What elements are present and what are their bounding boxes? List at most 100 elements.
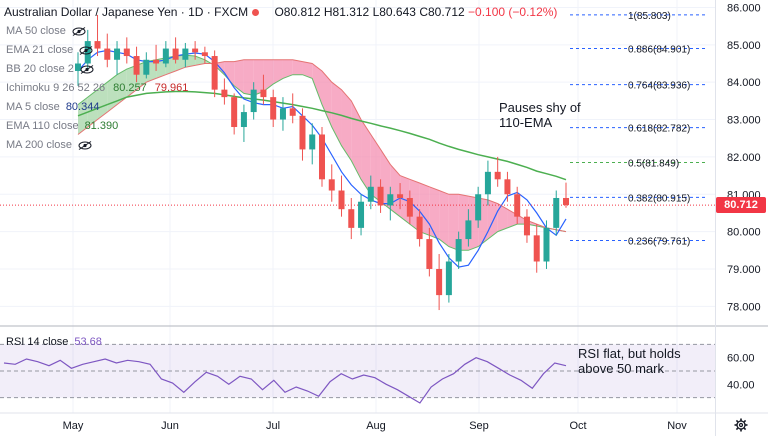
candle[interactable] [201, 46, 208, 64]
candle[interactable] [172, 37, 179, 64]
candle[interactable] [523, 209, 530, 243]
ema110-line[interactable] [77, 90, 567, 181]
cloud-segment [341, 89, 352, 161]
candle-body [114, 48, 121, 60]
price-tick-label: 80.000 [727, 227, 761, 239]
hidden-eye-icon[interactable] [72, 26, 86, 36]
candle[interactable] [484, 160, 491, 206]
candle[interactable] [406, 190, 413, 225]
candle[interactable] [309, 123, 316, 165]
hidden-eye-icon[interactable] [80, 64, 94, 74]
cloud-segment [497, 203, 508, 232]
indicator-ema21[interactable]: EMA 21 close [6, 44, 93, 56]
candle-body [299, 115, 306, 150]
cloud-segment [234, 59, 244, 94]
candle-body [445, 261, 452, 296]
candle[interactable] [455, 231, 462, 269]
candle[interactable] [153, 44, 160, 71]
candle[interactable] [104, 33, 111, 68]
candle[interactable] [250, 82, 257, 120]
annotation-line: RSI flat, but holds [578, 346, 681, 361]
indicator-bb20[interactable]: BB 20 close 2 [6, 63, 94, 75]
candle-body [367, 186, 374, 202]
fib-label: 1(85.803) [628, 11, 671, 22]
cloud-segment [263, 59, 274, 92]
indicator-label: Ichimoku 9 26 52 26 [6, 82, 106, 94]
candle[interactable] [75, 52, 81, 86]
fib-label: 0.236(79.761) [628, 237, 690, 248]
hidden-eye-icon[interactable] [79, 45, 93, 55]
candle[interactable] [367, 175, 374, 210]
cloud-segment [282, 59, 293, 79]
candle[interactable] [240, 104, 247, 142]
candle[interactable] [377, 179, 384, 213]
fib-label: 0.764(83.936) [628, 81, 690, 92]
indicator-label: BB 20 close 2 [6, 63, 74, 75]
candle[interactable] [328, 164, 335, 202]
candle[interactable] [192, 41, 199, 60]
candle[interactable] [348, 197, 355, 240]
candle[interactable] [533, 224, 540, 273]
candle[interactable] [397, 183, 404, 210]
hidden-eye-icon[interactable] [78, 140, 92, 150]
indicator-value: 80.344 [65, 101, 100, 113]
candle[interactable] [182, 42, 189, 68]
candle-body [475, 194, 482, 221]
gear-icon[interactable] [734, 418, 748, 432]
indicator-ma50[interactable]: MA 50 close [6, 25, 86, 37]
candle[interactable] [387, 186, 394, 221]
candle[interactable] [270, 89, 277, 128]
time-tick-label: Jun [161, 420, 179, 432]
candle[interactable] [221, 78, 228, 105]
candle[interactable] [445, 254, 452, 303]
candle[interactable] [475, 186, 482, 228]
rsi-legend[interactable]: RSI 14 close 53.68 [6, 336, 102, 348]
candle[interactable] [358, 194, 365, 236]
candle[interactable] [543, 220, 550, 269]
indicator-ema110[interactable]: EMA 110 close 81.390 [6, 120, 118, 132]
candle[interactable] [133, 46, 140, 83]
candle[interactable] [426, 227, 433, 277]
candle[interactable] [114, 41, 121, 75]
candle[interactable] [416, 209, 423, 247]
candle[interactable] [299, 108, 306, 161]
candle[interactable] [563, 182, 569, 208]
candle[interactable] [553, 190, 560, 236]
candle[interactable] [465, 209, 472, 247]
candle[interactable] [260, 74, 267, 105]
candle-body [563, 197, 569, 206]
candle[interactable] [338, 175, 345, 217]
symbol-title[interactable]: Australian Dollar / Japanese Yen · 1D · … [4, 5, 249, 19]
candle[interactable] [94, 14, 101, 57]
candle[interactable] [231, 93, 238, 135]
candle-body [231, 97, 238, 128]
price-axis[interactable]: 78.00079.00080.00081.00082.00083.00084.0… [727, 2, 761, 313]
price-tick-label: 85.000 [727, 40, 761, 52]
candle-body [416, 216, 423, 240]
indicator-ma200[interactable]: MA 200 close [6, 139, 92, 151]
ohlc-change: −0.100 (−0.12%) [468, 5, 558, 19]
candle-body [397, 194, 404, 198]
candle-body [84, 41, 91, 64]
candle[interactable] [279, 97, 286, 131]
indicator-ichimoku[interactable]: Ichimoku 9 26 52 26 80.257 79.961 [6, 82, 188, 94]
candle[interactable] [504, 171, 511, 202]
candle[interactable] [436, 254, 443, 311]
candle[interactable] [162, 41, 169, 68]
candle-body [270, 97, 277, 120]
candle-body [348, 209, 355, 228]
time-axis[interactable]: May Jun Jul Aug Sep Oct Nov [63, 420, 688, 432]
cloud-segment [107, 74, 118, 113]
indicator-ma5[interactable]: MA 5 close 80.344 [6, 101, 99, 113]
candle-body [358, 201, 365, 228]
candle[interactable] [289, 93, 296, 124]
candle[interactable] [514, 186, 521, 225]
candle[interactable] [123, 37, 130, 64]
rsi-line[interactable] [3, 357, 567, 404]
candle[interactable] [494, 156, 501, 187]
candle[interactable] [143, 52, 150, 79]
candle[interactable] [319, 127, 325, 187]
candle[interactable] [211, 50, 218, 98]
